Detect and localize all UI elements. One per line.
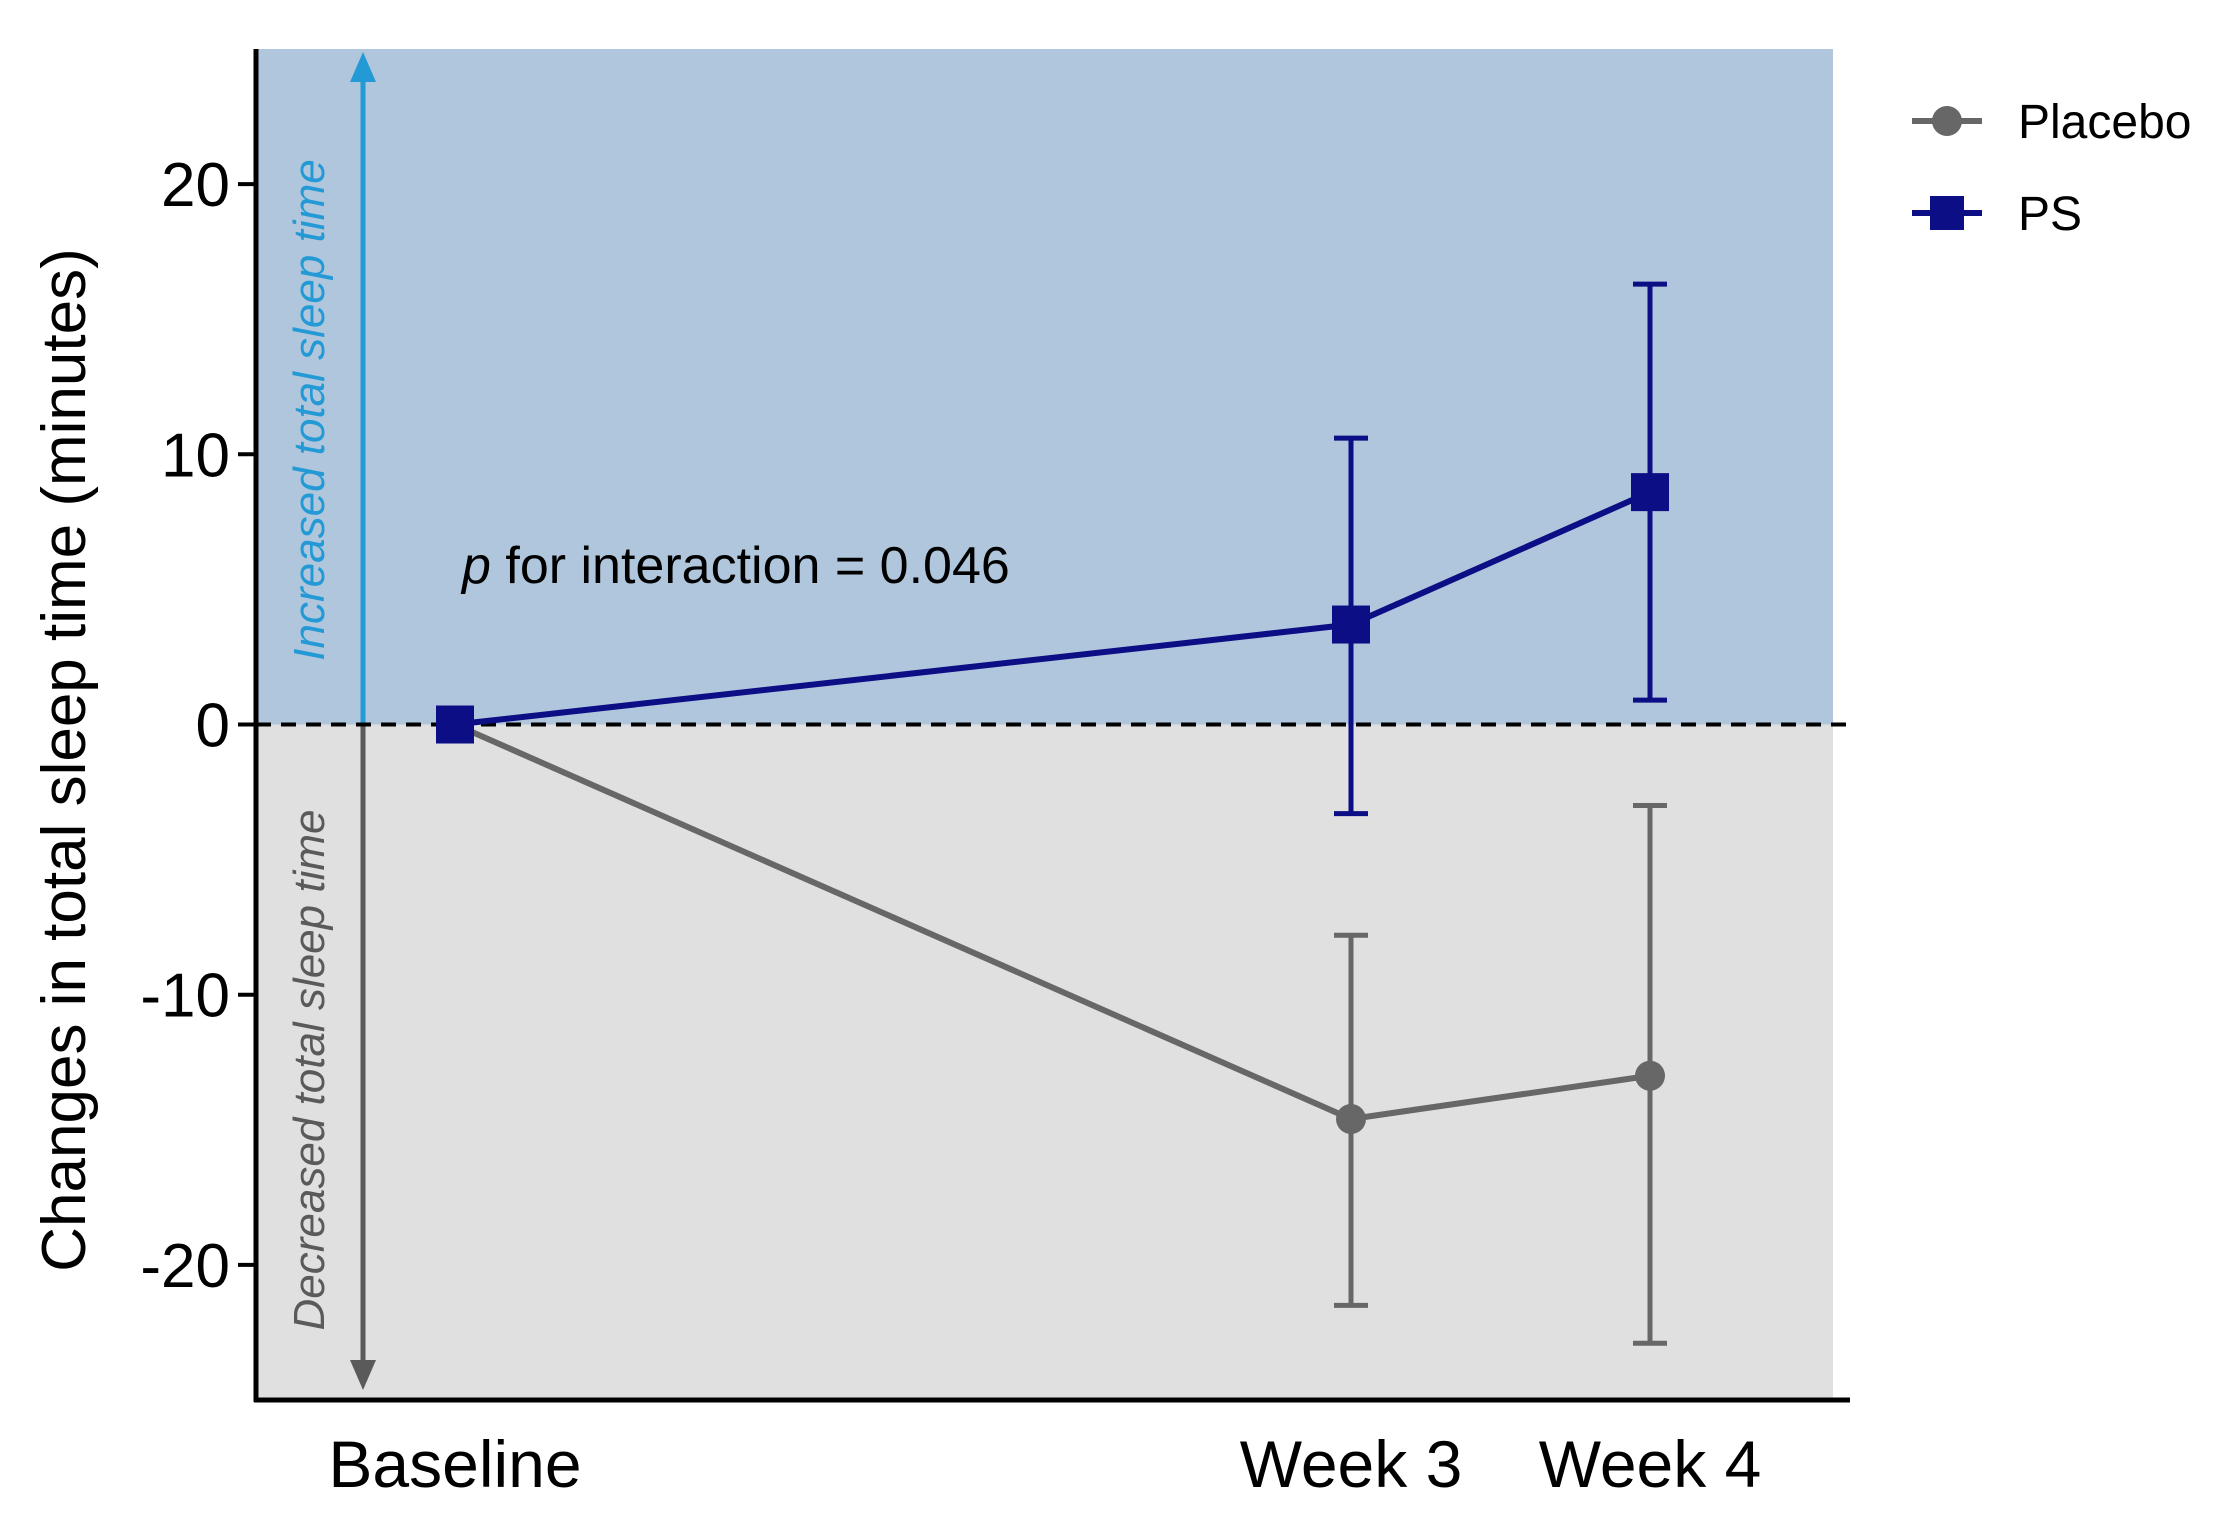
legend: Placebo PS [1912, 96, 2191, 241]
decrease-label: Decreased total sleep time [285, 810, 334, 1331]
legend-item-ps: PS [1912, 188, 2082, 241]
increase-arrowhead [350, 52, 376, 82]
decrease-arrowhead [350, 1360, 376, 1390]
data-series [436, 281, 1669, 1346]
data-point [1336, 1103, 1366, 1134]
data-point [1631, 473, 1669, 512]
x-axis-ticks: Baseline Week 3 Week 4 [328, 1427, 1761, 1501]
y-tick-label: -20 [140, 1232, 230, 1301]
x-tick-label: Week 4 [1539, 1427, 1762, 1501]
x-tick-label: Baseline [328, 1427, 581, 1501]
background-regions [256, 49, 1833, 1400]
data-point [1332, 605, 1370, 644]
y-tick-label: 20 [161, 151, 230, 220]
series-ps [436, 281, 1669, 817]
y-axis-ticks: -20 -10 0 10 20 [140, 151, 256, 1301]
increase-label: Increased total sleep time [285, 159, 334, 660]
p-annotation: p for interaction = 0.046 [460, 537, 1010, 595]
direction-arrows: Increased total sleep time Decreased tota… [285, 52, 376, 1390]
legend-label: Placebo [2018, 96, 2191, 149]
legend-marker [1932, 106, 1962, 136]
region-decrease [256, 724, 1833, 1400]
x-tick-label: Week 3 [1240, 1427, 1463, 1501]
legend-item-placebo: Placebo [1912, 96, 2191, 149]
y-tick-label: -10 [140, 962, 230, 1031]
data-point [436, 705, 474, 744]
p-annotation-text: for interaction = 0.046 [491, 537, 1010, 595]
region-increase [256, 49, 1833, 725]
y-tick-label: 0 [196, 692, 230, 761]
p-annotation-symbol: p [460, 537, 491, 595]
y-axis-title: Changes in total sleep time (minutes) [30, 248, 99, 1271]
legend-marker [1930, 196, 1964, 230]
y-tick-label: 10 [161, 421, 230, 490]
data-point [1635, 1060, 1665, 1091]
legend-label: PS [2018, 188, 2082, 241]
